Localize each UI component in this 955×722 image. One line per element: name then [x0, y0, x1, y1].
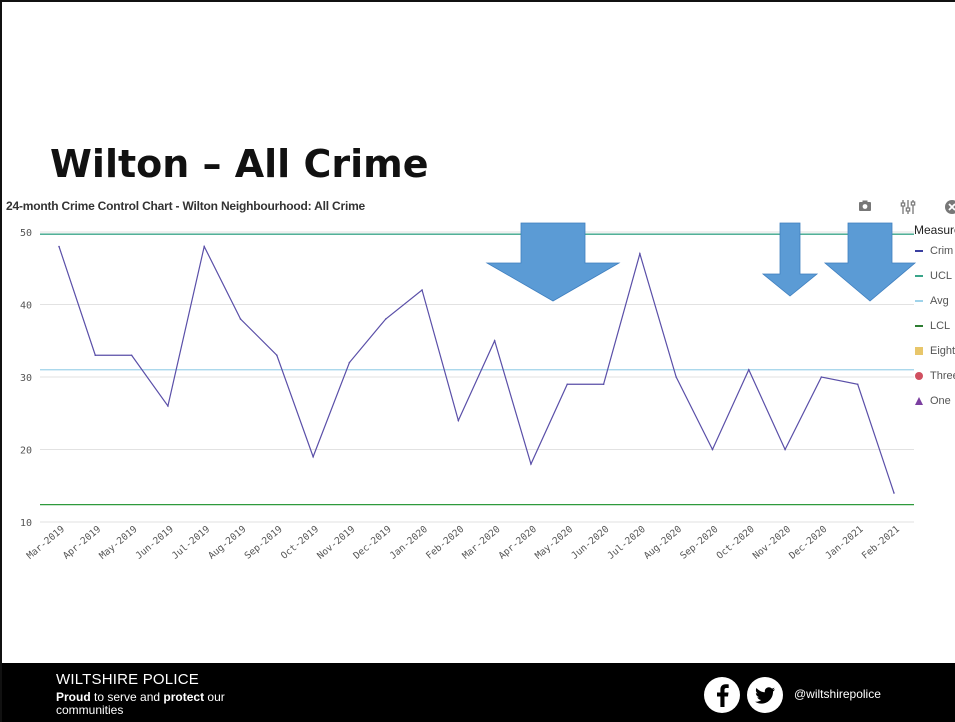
- data-point-crime: [602, 383, 605, 386]
- x-tick-label: Mar-2019: [25, 524, 67, 562]
- data-point-crime: [58, 245, 60, 248]
- slide-title: Wilton – All Crime: [50, 142, 429, 186]
- data-point-crime: [820, 376, 823, 378]
- y-tick-label: 10: [20, 518, 32, 529]
- x-tick-label: May-2019: [97, 524, 139, 562]
- x-tick-label: Oct-2020: [715, 524, 757, 562]
- legend-marker: [914, 270, 924, 285]
- x-tick-label: Nov-2019: [315, 524, 357, 562]
- social-handle[interactable]: @wiltshirepolice: [794, 687, 881, 701]
- x-tick-label: Apr-2019: [61, 524, 103, 562]
- legend-marker: [914, 345, 924, 360]
- x-tick-label: Jun-2020: [569, 524, 611, 562]
- legend-label: One: [930, 395, 951, 407]
- legend-entry[interactable]: Crim: [914, 245, 955, 270]
- data-point-crime: [348, 361, 351, 364]
- y-tick-label: 50: [20, 228, 32, 239]
- tagline-proud: Proud: [56, 690, 91, 704]
- facebook-icon[interactable]: [704, 677, 740, 713]
- x-tick-label: Aug-2019: [206, 524, 248, 562]
- x-tick-label: Feb-2020: [424, 524, 466, 562]
- data-point-crime: [530, 463, 532, 465]
- data-point-crime: [893, 492, 895, 494]
- legend-label: LCL: [930, 320, 951, 332]
- x-tick-label: Oct-2019: [279, 524, 321, 562]
- x-tick-label: Jan-2021: [823, 524, 865, 562]
- data-point-crime: [239, 318, 242, 320]
- footer-tagline: Proud to serve and protect our communiti…: [56, 691, 286, 717]
- x-tick-label: Jun-2019: [134, 524, 176, 562]
- data-point-crime: [856, 383, 859, 386]
- x-tick-label: Jan-2020: [388, 524, 430, 562]
- twitter-icon[interactable]: [747, 677, 783, 713]
- y-tick-label: 20: [20, 446, 32, 457]
- legend-marker: [914, 245, 924, 260]
- legend-entry[interactable]: Avg: [914, 295, 955, 320]
- data-point-crime: [167, 405, 169, 407]
- data-point-crime: [675, 376, 677, 378]
- data-point-crime: [457, 419, 460, 422]
- annotation-down-arrow: [823, 222, 917, 302]
- x-tick-label: Dec-2020: [787, 524, 829, 562]
- legend: Measure Crim UCL Avg LCL Eight Three One: [914, 223, 955, 420]
- legend-entry[interactable]: Eight: [914, 345, 955, 370]
- close-icon[interactable]: [944, 199, 955, 215]
- x-tick-label: Sep-2020: [678, 524, 720, 562]
- data-point-crime: [711, 448, 714, 451]
- x-tick-label: Aug-2020: [642, 524, 684, 562]
- chart-title: 24-month Crime Control Chart - Wilton Ne…: [6, 199, 366, 213]
- legend-marker: [914, 370, 924, 385]
- legend-marker: [914, 295, 924, 310]
- legend-marker: [914, 395, 924, 410]
- series-line-crime: [58, 244, 895, 494]
- data-point-crime: [384, 318, 387, 320]
- legend-marker: [914, 320, 924, 335]
- data-point-crime: [203, 245, 206, 248]
- x-tick-label: Feb-2021: [860, 524, 902, 562]
- x-tick-label: Jul-2020: [606, 524, 648, 562]
- footer-org-name: WILTSHIRE POLICE: [56, 671, 199, 688]
- legend-label: Three: [930, 370, 955, 382]
- legend-label: UCL: [930, 270, 953, 282]
- legend-label: Eight: [930, 345, 955, 357]
- y-tick-label: 40: [20, 301, 32, 312]
- tagline-protect: protect: [163, 690, 205, 704]
- data-point-crime: [276, 354, 278, 357]
- legend-entry[interactable]: LCL: [914, 320, 955, 345]
- footer: WILTSHIRE POLICE Proud to serve and prot…: [2, 663, 955, 722]
- data-point-crime: [421, 289, 423, 291]
- legend-label: Avg: [930, 295, 949, 307]
- legend-entry[interactable]: One: [914, 395, 955, 420]
- data-point-crime: [639, 252, 641, 255]
- x-tick-label: Dec-2019: [352, 524, 394, 562]
- tagline-mid: to serve and: [90, 690, 164, 704]
- data-point-crime: [493, 339, 496, 342]
- data-point-crime: [566, 383, 569, 386]
- camera-icon[interactable]: [857, 199, 873, 215]
- x-tick-label: May-2020: [533, 524, 575, 562]
- settings-sliders-icon[interactable]: [900, 199, 916, 215]
- tagline-end: our communities: [56, 690, 225, 717]
- data-point-crime: [130, 354, 133, 357]
- legend-entry[interactable]: Three: [914, 370, 955, 395]
- legend-label: Crim: [930, 245, 954, 257]
- annotation-down-arrow: [761, 222, 819, 297]
- y-tick-label: 30: [20, 373, 32, 384]
- annotation-down-arrow: [485, 222, 621, 302]
- data-point-crime: [784, 448, 786, 451]
- legend-title: Measure: [914, 223, 955, 237]
- x-tick-label: Jul-2019: [170, 524, 212, 562]
- x-tick-label: Sep-2019: [243, 524, 285, 562]
- x-tick-label: Apr-2020: [497, 524, 539, 562]
- data-point-crime: [747, 368, 750, 371]
- legend-entry[interactable]: UCL: [914, 270, 955, 295]
- data-point-crime: [94, 354, 97, 357]
- data-point-crime: [312, 455, 314, 458]
- x-tick-label: Nov-2020: [751, 524, 793, 562]
- x-tick-label: Mar-2020: [460, 524, 502, 562]
